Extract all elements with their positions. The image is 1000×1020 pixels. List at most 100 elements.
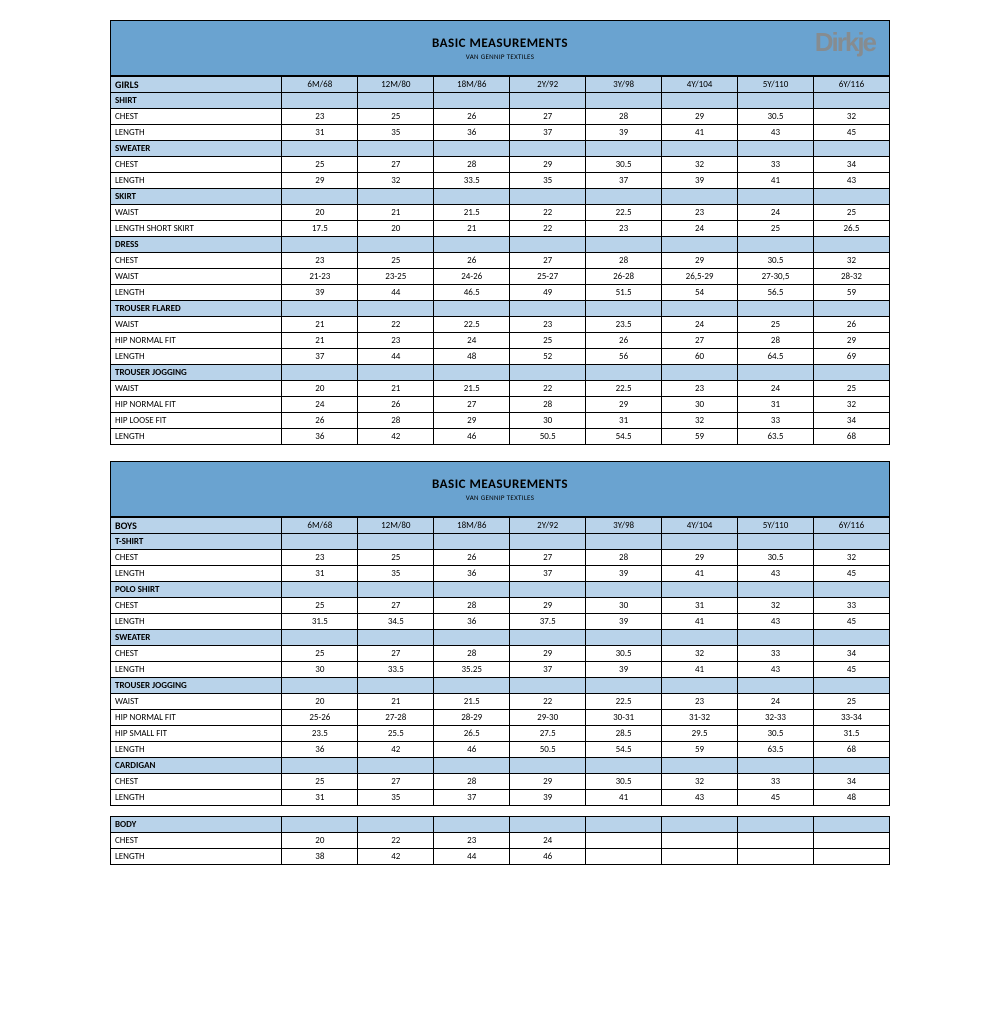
measurement-value: 43 [738,614,814,630]
measurement-label: WAIST [111,317,282,333]
measurement-value: 39 [586,662,662,678]
measurement-value: 68 [813,429,889,445]
measurement-value: 28 [510,397,586,413]
measurement-value: 23 [434,833,510,849]
measurement-value: 30.5 [738,550,814,566]
measurement-value: 34.5 [358,614,434,630]
measurement-value: 54.5 [586,742,662,758]
section-header: BODY [111,817,282,833]
section-header-cell [586,237,662,253]
measurement-value: 43 [738,125,814,141]
section-header-cell [813,534,889,550]
measurement-value: 26 [282,413,358,429]
section-header-cell [738,237,814,253]
measurement-value: 22 [510,381,586,397]
measurement-value: 24 [738,694,814,710]
measurement-label: LENGTH SHORT SKIRT [111,221,282,237]
measurement-value: 28-32 [813,269,889,285]
section-header-cell [510,189,586,205]
measurement-value: 32 [813,253,889,269]
measurement-value [586,833,662,849]
section-header-cell [282,189,358,205]
measurement-label: LENGTH [111,566,282,582]
measurement-value: 39 [586,125,662,141]
section-header: TROUSER JOGGING [111,678,282,694]
measurement-value: 36 [282,742,358,758]
measurement-value: 21.5 [434,694,510,710]
measurement-value: 56 [586,349,662,365]
section-header-cell [434,758,510,774]
measurement-value: 33.5 [358,662,434,678]
section-header-cell [434,93,510,109]
measurement-value: 28 [586,109,662,125]
section-header-cell [738,817,814,833]
measurement-value: 37 [510,125,586,141]
measurement-value: 45 [738,790,814,806]
measurement-value: 63.5 [738,742,814,758]
measurement-value: 42 [358,742,434,758]
measurement-label: LENGTH [111,125,282,141]
measurement-value: 29 [510,598,586,614]
section-header-cell [358,365,434,381]
measurement-value: 29 [510,774,586,790]
measurement-label: LENGTH [111,429,282,445]
measurement-value [738,849,814,865]
measurement-value: 26.5 [434,726,510,742]
measurement-value: 29 [510,646,586,662]
section-header-cell [282,817,358,833]
measurement-value: 33 [813,598,889,614]
measurement-value: 20 [282,205,358,221]
measurement-value: 24 [282,397,358,413]
measurement-label: WAIST [111,381,282,397]
section-header-cell [662,365,738,381]
section-header-cell [662,189,738,205]
measurement-value: 37 [434,790,510,806]
measurement-value: 54 [662,285,738,301]
section-header-cell [586,365,662,381]
measurement-value: 45 [813,566,889,582]
section-header-cell [282,93,358,109]
measurement-value: 41 [738,173,814,189]
girls-header-title: BASIC MEASUREMENTS [432,36,568,51]
measurement-value: 30-31 [586,710,662,726]
measurement-value: 37 [282,349,358,365]
section-header-cell [510,817,586,833]
measurement-value: 24 [738,381,814,397]
measurement-value: 25 [358,550,434,566]
measurement-label: CHEST [111,157,282,173]
measurement-label: CHEST [111,774,282,790]
boys-header-title: BASIC MEASUREMENTS [432,477,568,492]
measurement-value: 29-30 [510,710,586,726]
measurement-value: 24 [662,317,738,333]
measurement-value: 32 [813,109,889,125]
section-header-cell [586,534,662,550]
measurement-value [813,833,889,849]
logo-text: Dirkje [815,27,875,58]
measurement-value: 31.5 [813,726,889,742]
section-header-cell [662,141,738,157]
measurement-value: 25.5 [358,726,434,742]
section-header-cell [282,237,358,253]
section-header-cell [510,365,586,381]
section-header-cell [813,365,889,381]
measurement-value: 20 [282,694,358,710]
section-header-cell [586,758,662,774]
size-header: 6M/68 [282,77,358,93]
measurement-value: 24 [510,833,586,849]
measurement-label: CHEST [111,833,282,849]
section-header-cell [813,189,889,205]
measurement-value: 50.5 [510,429,586,445]
measurement-value: 43 [738,662,814,678]
section-header-cell [813,758,889,774]
page: BASIC MEASUREMENTS VAN GENNIP TEXTILES D… [110,20,890,865]
measurement-value: 33 [738,157,814,173]
measurement-value: 46.5 [434,285,510,301]
measurement-value: 26-28 [586,269,662,285]
measurement-value: 34 [813,774,889,790]
measurement-label: HIP NORMAL FIT [111,333,282,349]
boys-header-subtitle: VAN GENNIP TEXTILES [466,493,534,502]
measurement-value: 39 [586,614,662,630]
measurement-value: 24 [662,221,738,237]
measurement-value: 49 [510,285,586,301]
section-header-cell [358,630,434,646]
